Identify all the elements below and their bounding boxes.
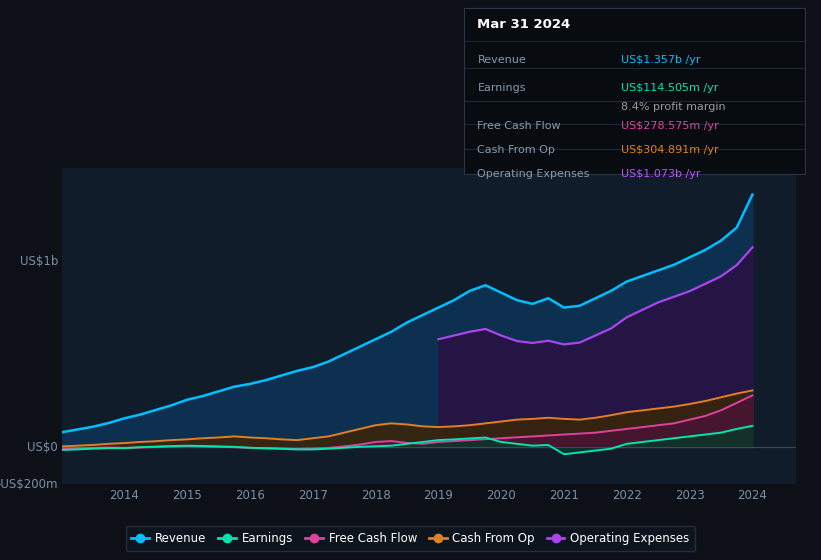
Text: US$278.575m /yr: US$278.575m /yr bbox=[621, 122, 718, 132]
Legend: Revenue, Earnings, Free Cash Flow, Cash From Op, Operating Expenses: Revenue, Earnings, Free Cash Flow, Cash … bbox=[126, 526, 695, 551]
Text: -US$200m: -US$200m bbox=[0, 478, 58, 491]
Text: Revenue: Revenue bbox=[478, 55, 526, 66]
Text: 8.4% profit margin: 8.4% profit margin bbox=[621, 102, 725, 111]
Text: Mar 31 2024: Mar 31 2024 bbox=[478, 18, 571, 31]
Text: US$1.073b /yr: US$1.073b /yr bbox=[621, 169, 700, 179]
Text: Earnings: Earnings bbox=[478, 83, 526, 92]
Text: US$304.891m /yr: US$304.891m /yr bbox=[621, 146, 718, 156]
Text: Operating Expenses: Operating Expenses bbox=[478, 169, 589, 179]
Text: US$114.505m /yr: US$114.505m /yr bbox=[621, 83, 718, 92]
Text: US$1.357b /yr: US$1.357b /yr bbox=[621, 55, 700, 66]
Text: US$1b: US$1b bbox=[20, 255, 58, 268]
Text: Free Cash Flow: Free Cash Flow bbox=[478, 122, 561, 132]
Text: US$0: US$0 bbox=[27, 441, 58, 454]
Text: Cash From Op: Cash From Op bbox=[478, 146, 555, 156]
